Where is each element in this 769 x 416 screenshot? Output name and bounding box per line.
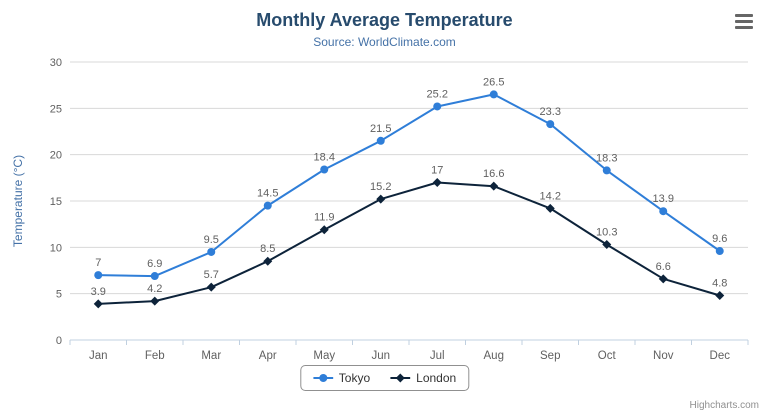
- svg-text:15.2: 15.2: [370, 181, 391, 193]
- svg-text:18.4: 18.4: [314, 151, 335, 163]
- legend-label-tokyo: Tokyo: [338, 371, 371, 385]
- svg-text:5: 5: [56, 289, 62, 301]
- chart-subtitle: Source: WorldClimate.com: [313, 35, 456, 49]
- svg-text:Dec: Dec: [710, 350, 731, 362]
- svg-text:30: 30: [50, 57, 62, 69]
- svg-text:25: 25: [50, 103, 62, 115]
- svg-text:Oct: Oct: [598, 350, 617, 362]
- svg-text:9.5: 9.5: [204, 234, 219, 246]
- svg-text:14.2: 14.2: [540, 190, 561, 202]
- svg-text:4.8: 4.8: [712, 278, 727, 290]
- svg-text:Feb: Feb: [145, 350, 165, 362]
- svg-text:17: 17: [431, 164, 443, 176]
- svg-text:3.9: 3.9: [91, 286, 106, 298]
- svg-text:11.9: 11.9: [314, 212, 335, 224]
- svg-text:8.5: 8.5: [260, 243, 275, 255]
- legend: Tokyo London: [299, 365, 470, 391]
- svg-text:25.2: 25.2: [427, 88, 448, 100]
- svg-text:6.9: 6.9: [147, 258, 162, 270]
- svg-text:4.2: 4.2: [147, 283, 162, 295]
- svg-text:Apr: Apr: [259, 350, 277, 362]
- svg-text:10: 10: [50, 242, 62, 254]
- svg-text:9.6: 9.6: [712, 233, 727, 245]
- svg-text:May: May: [313, 350, 335, 362]
- svg-text:0: 0: [56, 335, 62, 347]
- svg-text:Mar: Mar: [201, 350, 221, 362]
- svg-text:15: 15: [50, 196, 62, 208]
- svg-text:Jul: Jul: [430, 350, 445, 362]
- credits-link[interactable]: Highcharts.com: [689, 400, 759, 411]
- svg-text:Sep: Sep: [540, 350, 560, 362]
- svg-text:7: 7: [95, 257, 101, 269]
- svg-text:Aug: Aug: [484, 350, 504, 362]
- tokyo-series-marker-icon: [312, 374, 333, 382]
- svg-text:5.7: 5.7: [204, 269, 219, 281]
- svg-text:16.6: 16.6: [483, 168, 504, 180]
- svg-text:26.5: 26.5: [483, 76, 504, 88]
- svg-text:6.6: 6.6: [656, 261, 671, 273]
- svg-text:10.3: 10.3: [596, 227, 617, 239]
- legend-item-tokyo[interactable]: Tokyo: [312, 371, 371, 385]
- svg-text:Jan: Jan: [89, 350, 108, 362]
- svg-text:14.5: 14.5: [257, 188, 278, 200]
- svg-text:18.3: 18.3: [596, 152, 617, 164]
- svg-text:Temperature (°C): Temperature (°C): [11, 155, 25, 247]
- svg-text:21.5: 21.5: [370, 123, 391, 135]
- svg-text:23.3: 23.3: [540, 106, 561, 118]
- svg-text:Jun: Jun: [371, 350, 390, 362]
- legend-item-london[interactable]: London: [390, 371, 456, 385]
- svg-text:20: 20: [50, 150, 62, 162]
- london-series-marker-icon: [390, 373, 411, 383]
- svg-text:13.9: 13.9: [653, 193, 674, 205]
- svg-text:Nov: Nov: [653, 350, 674, 362]
- hamburger-menu-icon[interactable]: [733, 13, 755, 30]
- chart-title: Monthly Average Temperature: [256, 10, 513, 30]
- legend-label-london: London: [416, 371, 457, 385]
